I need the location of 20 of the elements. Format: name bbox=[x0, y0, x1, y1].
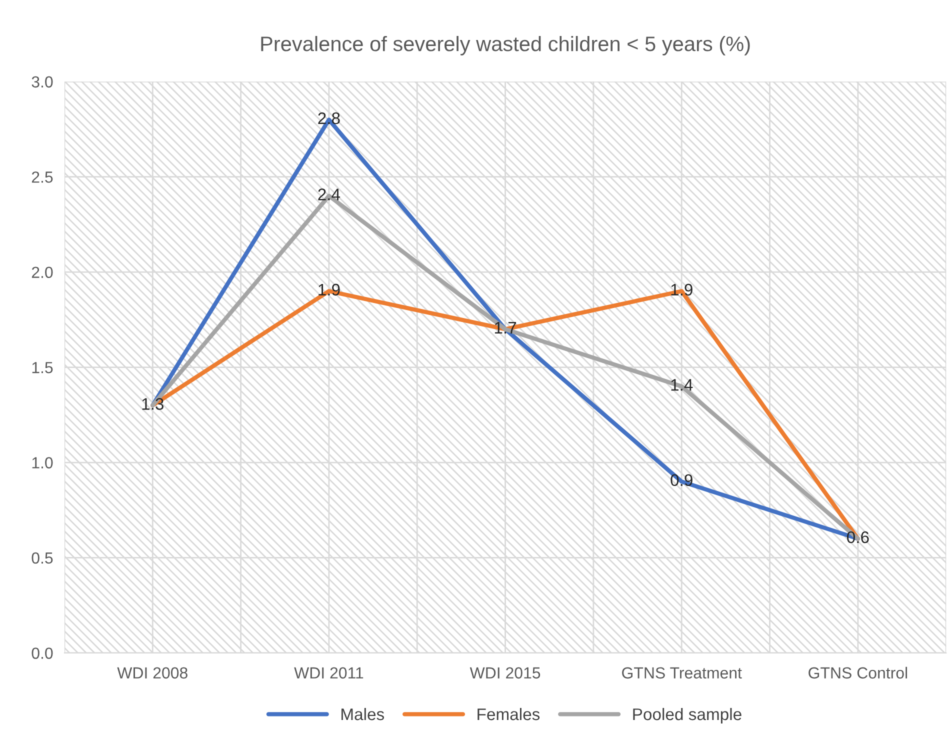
legend-label: Males bbox=[342, 708, 384, 720]
y-tick-label: 0.5 bbox=[32, 552, 53, 564]
data-label: 2.4 bbox=[318, 188, 340, 200]
legend-label: Pooled sample bbox=[633, 708, 742, 724]
legend-label: Females bbox=[478, 708, 540, 720]
data-label: 1.4 bbox=[671, 379, 693, 391]
y-tick-label: 2.0 bbox=[32, 266, 53, 278]
data-label: 2.8 bbox=[318, 112, 340, 124]
x-tick-label: WDI 2011 bbox=[294, 667, 364, 679]
y-tick-label: 0.0 bbox=[32, 648, 53, 659]
y-tick-label: 2.5 bbox=[32, 171, 53, 183]
y-tick-label: 3.0 bbox=[32, 76, 53, 88]
x-tick-label: WDI 2015 bbox=[470, 667, 540, 679]
data-label: 1.3 bbox=[142, 398, 164, 410]
x-tick-label: WDI 2008 bbox=[117, 667, 188, 679]
chart-title: Prevalence of severely wasted children < 5 years (%) bbox=[261, 36, 750, 56]
y-tick-label: 1.5 bbox=[32, 362, 53, 374]
x-tick-label: GTNS Treatment bbox=[622, 667, 742, 679]
y-tick-label: 1.0 bbox=[32, 457, 53, 468]
x-tick-label: GTNS Control bbox=[808, 666, 908, 679]
